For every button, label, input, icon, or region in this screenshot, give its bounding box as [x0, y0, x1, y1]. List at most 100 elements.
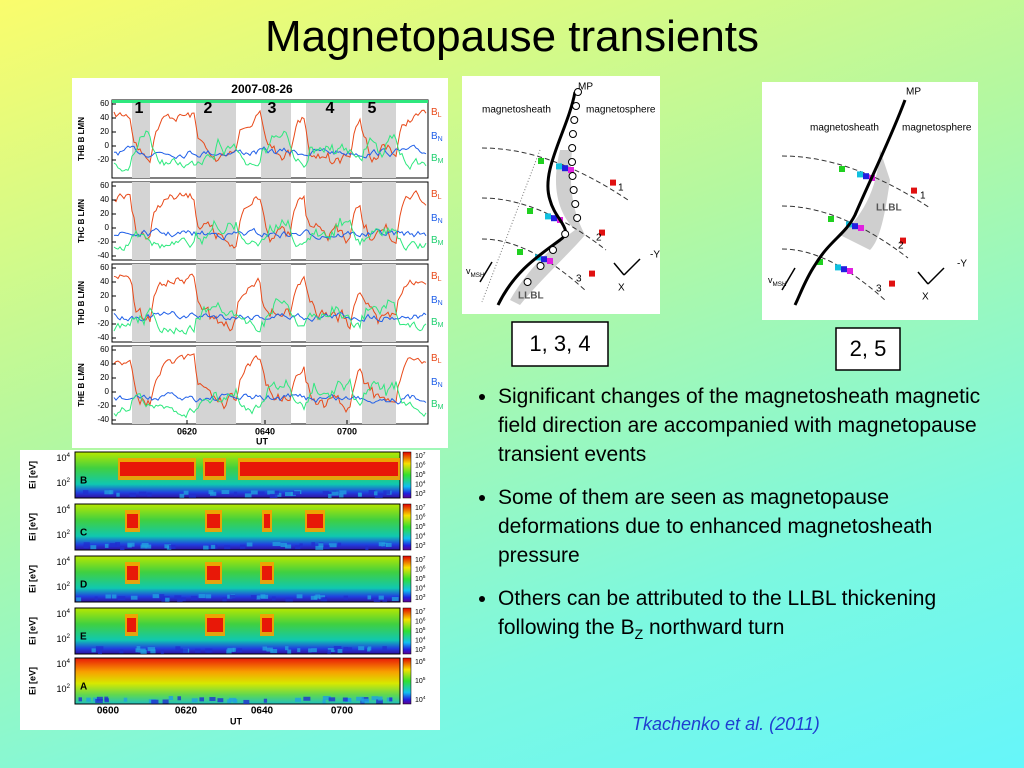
- slide-title: Magnetopause transients: [264, 12, 760, 61]
- colorbar-label-small: 4: [423, 635, 426, 641]
- x-tick-label: 0640: [255, 426, 275, 436]
- bullet-text: Some of them are seen as magnetopause de…: [498, 486, 933, 567]
- field-trace: [113, 144, 427, 160]
- component-label-small: M: [438, 322, 444, 329]
- component-label-main: B: [431, 235, 438, 246]
- colorbar-label-main: 10: [415, 481, 423, 488]
- colorbar-label: 105: [415, 522, 426, 531]
- flux-patch: [120, 462, 194, 476]
- spacecraft-marker: [828, 216, 834, 222]
- spectrogram-panel: [74, 607, 401, 655]
- event-stripe: [362, 182, 396, 260]
- colorbar-label: 106: [415, 460, 426, 469]
- colorbar-label-main: 10: [415, 566, 423, 573]
- flux-speckle: [328, 493, 332, 498]
- flux-speckle: [378, 595, 384, 600]
- flux-speckle: [209, 697, 216, 702]
- flux-patch: [262, 566, 272, 580]
- colorbar-label-small: 6: [423, 616, 426, 622]
- colorbar-label: 104: [415, 695, 426, 704]
- bullet: Significant changes of the magnetosheath…: [498, 382, 982, 469]
- flux-speckle: [115, 542, 121, 547]
- flux-speckle: [374, 491, 378, 496]
- y-tick-label: 40: [100, 277, 109, 286]
- colorbar-label-main: 10: [415, 678, 423, 685]
- flux-speckle: [227, 594, 233, 599]
- flow-arrow: [781, 267, 796, 291]
- y-tick-label-main: 10: [56, 557, 66, 567]
- event-stripe: [132, 100, 150, 178]
- y-axis-label: Ei [eV]: [27, 461, 37, 489]
- flux-speckle: [250, 595, 257, 600]
- flux-speckle: [221, 490, 230, 495]
- colorbar-label: 105: [415, 574, 426, 583]
- flux-speckle: [95, 698, 103, 703]
- component-label-small: N: [438, 300, 443, 307]
- colorbar-label: 103: [415, 593, 426, 602]
- y-tick-label: 102: [56, 633, 70, 644]
- event-stripe: [196, 100, 236, 178]
- flux-speckle: [391, 597, 399, 602]
- region-label: magnetosheath: [810, 123, 879, 134]
- flux-speckle: [262, 646, 268, 651]
- flux-speckle: [233, 491, 238, 496]
- flux-speckle: [181, 597, 186, 602]
- field-line: [481, 238, 587, 292]
- colorbar-label: 106: [415, 564, 426, 573]
- flux-speckle: [270, 649, 278, 654]
- y-tick-label: 0: [105, 141, 110, 150]
- bullet-text: Others can be attributed to the LLBL thi…: [498, 587, 937, 639]
- flux-patch: [264, 514, 270, 528]
- flux-speckle: [158, 594, 165, 599]
- component-label-main: B: [431, 295, 438, 306]
- y-tick-label-main: 10: [56, 530, 66, 540]
- field-symbol: [568, 144, 577, 152]
- bullet: Others can be attributed to the LLBL thi…: [498, 584, 982, 649]
- field-symbol: [574, 88, 582, 96]
- component-label-small: L: [438, 358, 442, 365]
- flux-speckle: [164, 544, 171, 549]
- flux-speckle: [365, 545, 369, 550]
- panel-label: THD B LMN: [77, 281, 86, 325]
- flux-speckle: [104, 490, 112, 495]
- flux-speckle: [105, 594, 111, 599]
- flux-speckle: [104, 543, 109, 548]
- flux-speckle: [367, 647, 371, 652]
- top-bar: [112, 100, 428, 103]
- colorbar-label-small: 7: [423, 555, 426, 561]
- flux-speckle: [299, 543, 303, 548]
- y-tick-label-small: 2: [66, 581, 70, 588]
- flux-speckle: [109, 490, 114, 495]
- y-tick-label: 104: [56, 556, 70, 567]
- component-label: BM: [431, 399, 444, 412]
- field-symbol: [561, 230, 570, 238]
- flux-speckle: [327, 648, 336, 653]
- flux-speckle: [135, 648, 139, 653]
- flux-speckle: [150, 649, 156, 654]
- colorbar-label-small: 3: [423, 645, 426, 651]
- panel-label: THC B LMN: [77, 199, 86, 243]
- flux-speckle: [311, 648, 317, 653]
- y-tick-label: -40: [97, 415, 109, 424]
- flux-speckle: [165, 597, 170, 602]
- axis-x-label: X: [922, 292, 929, 303]
- flux-speckle: [116, 492, 120, 497]
- panel-label: THE B LMN: [77, 363, 86, 407]
- y-tick-label: 104: [56, 504, 70, 515]
- flux-speckle: [145, 544, 152, 549]
- flux-speckle: [83, 542, 90, 547]
- event-stripe: [306, 346, 350, 424]
- x-tick-label: 0620: [177, 426, 197, 436]
- line-number: 1: [618, 183, 624, 194]
- y-tick-label-main: 10: [56, 453, 66, 463]
- component-label-main: B: [431, 153, 438, 164]
- colorbar-label-main: 10: [415, 659, 423, 666]
- event-number: 4: [326, 100, 335, 117]
- spacecraft-marker: [610, 179, 616, 186]
- field-trace: [113, 273, 427, 332]
- flux-speckle: [373, 597, 381, 602]
- field-symbol: [549, 246, 558, 254]
- flux-speckle: [346, 647, 353, 652]
- y-tick-label-main: 10: [56, 659, 66, 669]
